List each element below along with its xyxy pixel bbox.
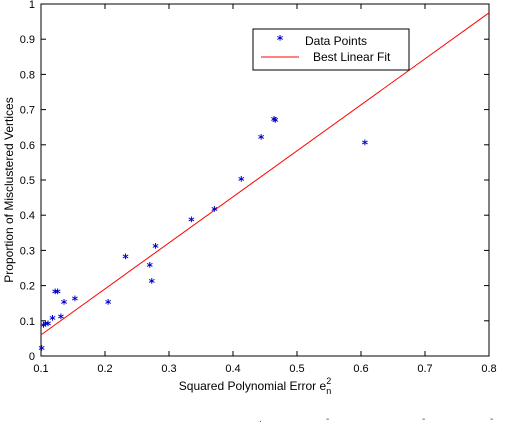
y-tick-label: 0.7 (20, 105, 35, 117)
footer-marks: . - - - (259, 414, 493, 425)
legend: * Data Points Best Linear Fit (252, 28, 410, 71)
data-point: * (362, 138, 369, 152)
x-tick-label: 0.4 (225, 363, 240, 375)
data-point: * (272, 115, 279, 129)
legend-box (252, 28, 410, 71)
x-tick-label: 0.8 (481, 363, 496, 375)
y-tick-label: 0.1 (20, 316, 35, 328)
data-point: * (61, 297, 68, 311)
data-point: * (52, 287, 59, 301)
y-tick-label: 0.3 (20, 245, 35, 257)
y-tick-label: 0.6 (20, 140, 35, 152)
y-tick-label: 0.9 (20, 34, 35, 46)
footer-mark-dash: - (490, 414, 493, 425)
data-point: * (42, 318, 49, 332)
x-axis-ticks: 0.1 0.2 0.3 0.4 0.5 0.6 0.7 0.8 (33, 4, 497, 375)
y-tick-label: 1 (29, 0, 35, 11)
x-axis-title-sup: 2 (326, 376, 331, 386)
data-point: * (149, 276, 156, 290)
y-tick-label: 0.4 (20, 210, 35, 222)
data-point: * (72, 294, 79, 308)
x-axis-title-main: Squared Polynomial Error e (179, 379, 327, 393)
data-point: * (147, 260, 154, 274)
x-tick-label: 0.2 (97, 363, 112, 375)
y-axis-title: Proportion of Misclustered Vertices (2, 97, 16, 282)
data-point: * (152, 241, 159, 255)
data-point: * (188, 214, 195, 228)
y-tick-label: 0.2 (20, 281, 35, 293)
legend-label-best-fit: Best Linear Fit (313, 50, 391, 64)
x-tick-label: 0.3 (161, 363, 176, 375)
x-tick-label: 0.6 (353, 363, 368, 375)
x-axis-title-sub: n (326, 386, 331, 396)
x-tick-label: 0.5 (289, 363, 304, 375)
x-tick-label: 0.1 (33, 363, 48, 375)
data-point: * (58, 311, 65, 325)
data-point: * (258, 132, 265, 146)
y-tick-label: 0 (29, 351, 35, 363)
data-points-layer: ********* * ************ (38, 114, 368, 357)
data-point: * (122, 251, 129, 265)
footer-mark-dash: - (422, 414, 425, 425)
best-linear-fit-line (40, 12, 490, 336)
footer-mark-dash: - (326, 414, 329, 425)
data-point: * (45, 318, 52, 332)
y-tick-label: 0.5 (20, 175, 35, 187)
data-point: * (105, 297, 112, 311)
x-axis-title: Squared Polynomial Error e2 n (179, 376, 331, 396)
data-point: * (211, 204, 218, 218)
y-axis-ticks: 0 0.1 0.2 0.3 0.4 0.5 0.6 0.7 0.8 0.9 1 (20, 0, 489, 363)
data-point: * (38, 343, 45, 357)
footer-mark-dot: . (259, 414, 262, 425)
data-point: * (238, 174, 245, 188)
legend-label-data-points: Data Points (305, 34, 367, 48)
fit-line-layer (40, 12, 490, 336)
data-point: * (40, 320, 47, 334)
x-tick-label: 0.7 (417, 363, 432, 375)
data-point: * (271, 114, 278, 128)
y-tick-label: 0.8 (20, 69, 35, 81)
legend-marker-data-points: * (277, 33, 284, 47)
data-point: * (49, 313, 56, 327)
data-point: * (54, 287, 61, 301)
